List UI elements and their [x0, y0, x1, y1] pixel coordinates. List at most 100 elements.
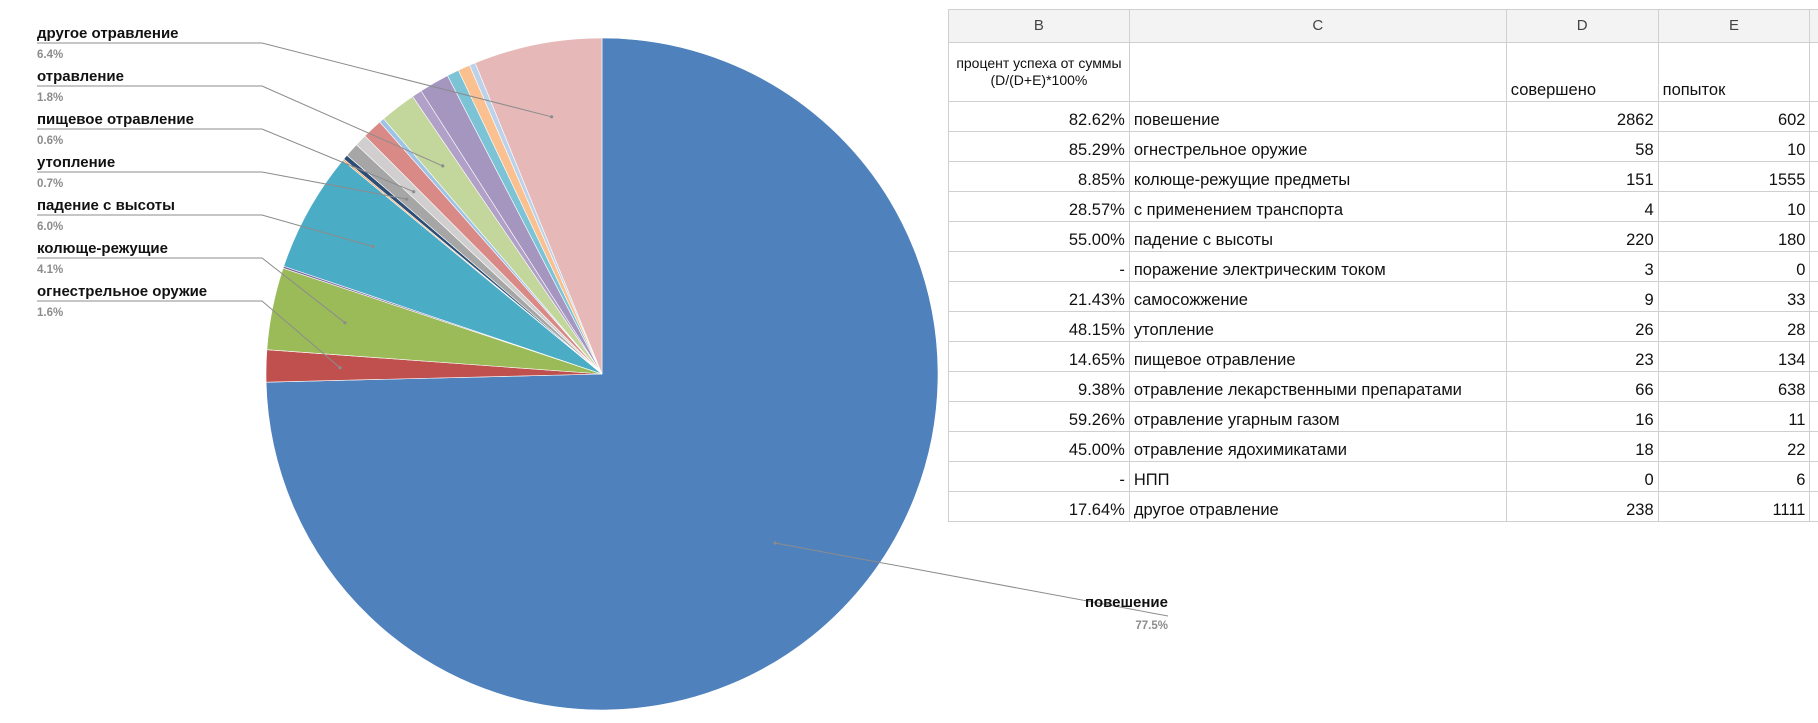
stub-cell	[1810, 492, 1818, 522]
cell-b[interactable]: 55.00%	[949, 222, 1130, 252]
column-header-e[interactable]: E	[1658, 10, 1810, 43]
stub-cell	[1810, 282, 1818, 312]
slice-label-name: пищевое отравление	[37, 111, 194, 128]
header-cell-d[interactable]: совершено	[1506, 43, 1658, 102]
cell-d[interactable]: 3	[1506, 252, 1658, 282]
stub-cell	[1810, 222, 1818, 252]
cell-e[interactable]: 28	[1658, 312, 1810, 342]
cell-e[interactable]: 33	[1658, 282, 1810, 312]
slice-label-name: другое отравление	[37, 25, 179, 42]
column-header-c[interactable]: C	[1129, 10, 1506, 43]
cell-d[interactable]: 2862	[1506, 102, 1658, 132]
cell-d[interactable]: 151	[1506, 162, 1658, 192]
cell-c[interactable]: отравление лекарственными препаратами	[1129, 372, 1506, 402]
cell-b[interactable]: 8.85%	[949, 162, 1130, 192]
cell-b[interactable]: -	[949, 252, 1130, 282]
leader-dot	[405, 198, 408, 201]
cell-d[interactable]: 18	[1506, 432, 1658, 462]
column-header-b[interactable]: B	[949, 10, 1130, 43]
table-row: 9.38%отравление лекарственными препарата…	[949, 372, 1818, 402]
slice-label-percent: 1.6%	[37, 307, 63, 319]
cell-e[interactable]: 1111	[1658, 492, 1810, 522]
cell-c[interactable]: самосожжение	[1129, 282, 1506, 312]
cell-e[interactable]: 638	[1658, 372, 1810, 402]
stub-cell	[1810, 312, 1818, 342]
stub-cell	[1810, 102, 1818, 132]
leader-dot	[550, 115, 553, 118]
cell-d[interactable]: 66	[1506, 372, 1658, 402]
cell-c[interactable]: падение с высоты	[1129, 222, 1506, 252]
header-cell-c[interactable]	[1129, 43, 1506, 102]
cell-c[interactable]: пищевое отравление	[1129, 342, 1506, 372]
stub-cell	[1810, 252, 1818, 282]
cell-b[interactable]: 14.65%	[949, 342, 1130, 372]
cell-d[interactable]: 0	[1506, 462, 1658, 492]
cell-e[interactable]: 11	[1658, 402, 1810, 432]
cell-c[interactable]: утопление	[1129, 312, 1506, 342]
stub-cell	[1810, 192, 1818, 222]
cell-c[interactable]: поражение электрическим током	[1129, 252, 1506, 282]
slice-label-percent: 4.1%	[37, 264, 63, 276]
cell-c[interactable]: отравление угарным газом	[1129, 402, 1506, 432]
slice-label-name: колюще-режущие	[37, 240, 168, 257]
cell-b[interactable]: 85.29%	[949, 132, 1130, 162]
cell-d[interactable]: 220	[1506, 222, 1658, 252]
cell-e[interactable]: 22	[1658, 432, 1810, 462]
cell-e[interactable]: 1555	[1658, 162, 1810, 192]
slice-label-percent: 6.0%	[37, 221, 63, 233]
cell-e[interactable]: 0	[1658, 252, 1810, 282]
cell-b[interactable]: 17.64%	[949, 492, 1130, 522]
stub-cell	[1810, 402, 1818, 432]
cell-b[interactable]: 28.57%	[949, 192, 1130, 222]
cell-d[interactable]: 58	[1506, 132, 1658, 162]
cell-b[interactable]: 59.26%	[949, 402, 1130, 432]
cell-b[interactable]: 82.62%	[949, 102, 1130, 132]
cell-d[interactable]: 238	[1506, 492, 1658, 522]
cell-e[interactable]: 10	[1658, 132, 1810, 162]
slice-label-name: утопление	[37, 154, 115, 171]
slice-label-percent: 0.7%	[37, 178, 63, 190]
cell-b[interactable]: 9.38%	[949, 372, 1130, 402]
cell-b[interactable]: -	[949, 462, 1130, 492]
slice-label-percent: 1.8%	[37, 92, 63, 104]
slice-label-percent: 77.5%	[1135, 620, 1168, 632]
cell-c[interactable]: НПП	[1129, 462, 1506, 492]
cell-e[interactable]: 602	[1658, 102, 1810, 132]
cell-e[interactable]: 10	[1658, 192, 1810, 222]
header-cell-b[interactable]: процент успеха от суммы (D/(D+E)*100%	[949, 43, 1130, 102]
header-cell-e[interactable]: попыток	[1658, 43, 1810, 102]
cell-c[interactable]: повешение	[1129, 102, 1506, 132]
cell-c[interactable]: с применением транспорта	[1129, 192, 1506, 222]
cell-d[interactable]: 9	[1506, 282, 1658, 312]
stub-cell	[1810, 462, 1818, 492]
cell-b[interactable]: 48.15%	[949, 312, 1130, 342]
slice-label-name: падение с высоты	[37, 197, 175, 214]
column-header-stub	[1810, 10, 1818, 43]
cell-e[interactable]: 180	[1658, 222, 1810, 252]
spreadsheet: B C D E процент успеха от суммы (D/(D+E)…	[948, 9, 1818, 522]
cell-c[interactable]: отравление ядохимикатами	[1129, 432, 1506, 462]
cell-d[interactable]: 23	[1506, 342, 1658, 372]
cell-c[interactable]: колюще-режущие предметы	[1129, 162, 1506, 192]
cell-e[interactable]: 134	[1658, 342, 1810, 372]
cell-d[interactable]: 16	[1506, 402, 1658, 432]
leader-dot	[371, 245, 374, 248]
cell-b[interactable]: 45.00%	[949, 432, 1130, 462]
leader-dot	[338, 366, 341, 369]
cell-c[interactable]: огнестрельное оружие	[1129, 132, 1506, 162]
slice-label-percent: 6.4%	[37, 49, 63, 61]
stub-cell	[1810, 342, 1818, 372]
cell-e[interactable]: 6	[1658, 462, 1810, 492]
column-header-d[interactable]: D	[1506, 10, 1658, 43]
leader-dot	[343, 321, 346, 324]
cell-c[interactable]: другое отравление	[1129, 492, 1506, 522]
stub-cell	[1810, 132, 1818, 162]
cell-d[interactable]: 26	[1506, 312, 1658, 342]
cell-d[interactable]: 4	[1506, 192, 1658, 222]
cell-b[interactable]: 21.43%	[949, 282, 1130, 312]
